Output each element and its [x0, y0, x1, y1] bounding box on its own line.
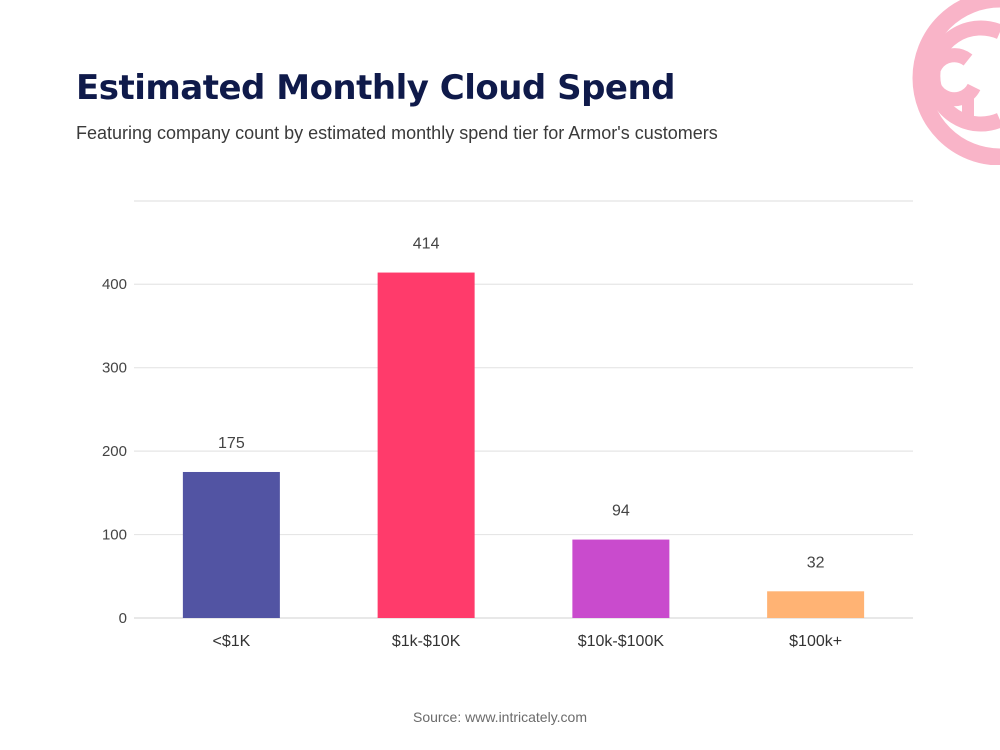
y-tick-label: 300 — [102, 360, 127, 377]
data-label: 414 — [413, 236, 440, 253]
y-tick-label: 0 — [119, 610, 127, 627]
brand-target-logo-icon — [912, 0, 1000, 165]
bar — [377, 272, 475, 618]
chart-subtitle: Featuring company count by estimated mon… — [76, 123, 718, 143]
x-tick-label: $1k-$10K — [392, 633, 461, 650]
y-tick-label: 400 — [102, 276, 127, 293]
x-tick-label: $10k-$100K — [578, 633, 665, 650]
bar — [767, 591, 865, 618]
chart-title: Estimated Monthly Cloud Spend — [76, 68, 676, 108]
y-tick-label: 200 — [102, 443, 127, 460]
data-label: 94 — [612, 503, 630, 520]
x-tick-label: <$1K — [212, 633, 250, 650]
y-tick-label: 100 — [102, 527, 127, 544]
x-tick-label: $100k+ — [789, 633, 842, 650]
bar — [182, 471, 280, 618]
bar — [572, 539, 670, 618]
data-label: 175 — [218, 435, 245, 452]
data-label: 32 — [807, 554, 825, 571]
logo-outer-ring — [912, 0, 1000, 165]
bars-layer — [182, 272, 865, 618]
source-note: Source: www.intricately.com — [412, 709, 587, 725]
labels-layer: 0 100 200 300 400 175 <$1K 414 $1k-$10K 94 $10k-$1… — [102, 236, 842, 650]
